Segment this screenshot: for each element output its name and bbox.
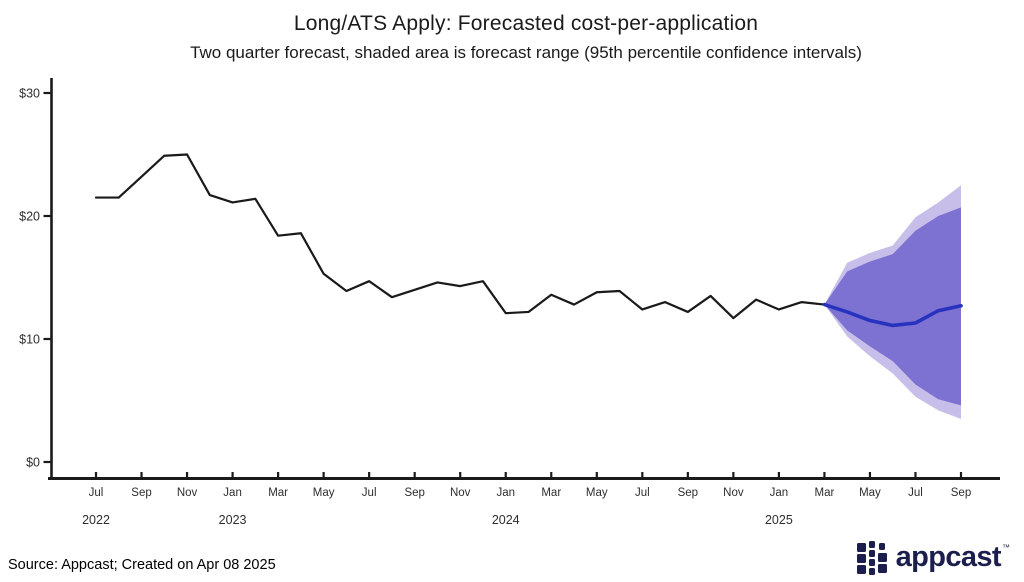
x-axis-label: Sep: [404, 487, 424, 499]
x-axis-label: Mar: [268, 487, 288, 499]
logo-grid-square: [856, 543, 866, 552]
x-axis-label: Mar: [541, 487, 561, 499]
historical-line: [94, 153, 826, 320]
chart-subtitle: Two quarter forecast, shaded area is for…: [190, 43, 862, 62]
x-axis-label: Jul: [362, 487, 377, 499]
logo-grid-square: [856, 565, 866, 574]
x-axis-label: May: [859, 487, 881, 499]
chart-canvas: $0 $10 $20 $30 Jul Sep Nov Jan Mar May Jul Sep Nov Ja…: [19, 78, 1000, 527]
logo-grid-square: [856, 554, 866, 563]
logo-grid-square: [868, 559, 876, 566]
logo-grid-square: [868, 541, 876, 548]
x-axis-label: Jul: [89, 487, 104, 499]
logo-grid-square: [878, 543, 886, 550]
x-axis-label: Nov: [177, 487, 198, 499]
x-axis-label: Jul: [908, 487, 923, 499]
chart-header: Long/ATS Apply: Forecasted cost-per-appl…: [28, 12, 1024, 63]
forecast-line: [822, 302, 963, 328]
x-axis-label: Nov: [450, 487, 471, 499]
x-axis-label: Jan: [496, 487, 515, 499]
y-axis-label: $10: [19, 333, 40, 347]
x-axis-year-label: 2025: [765, 513, 793, 527]
appcast-logo-wordmark: appcast: [895, 541, 1002, 573]
logo-grid-square: [868, 550, 876, 557]
y-axis-label: $0: [26, 456, 40, 470]
x-axis-label: Jan: [770, 487, 789, 499]
trademark-symbol: ™: [1002, 543, 1010, 552]
forecast-inner-band: [824, 207, 961, 406]
logo-grid-square: [877, 564, 887, 573]
logo-grid-square: [877, 553, 887, 562]
x-axis-label: Nov: [723, 487, 744, 499]
y-axis-label: $20: [19, 210, 40, 224]
x-axis-label: Jan: [223, 487, 242, 499]
x-axis-year-label: 2022: [82, 513, 110, 527]
x-axis-label: Sep: [678, 487, 698, 499]
appcast-logo-icon: [856, 540, 889, 577]
logo-grid-square: [868, 568, 876, 575]
appcast-logo: appcast ™: [856, 539, 1010, 577]
x-axis-year-label: 2024: [492, 513, 520, 527]
x-axis-label: Sep: [131, 487, 151, 499]
chart-title: Long/ATS Apply: Forecasted cost-per-appl…: [293, 12, 759, 35]
x-axis-label: Jul: [635, 487, 650, 499]
x-axis-year-label: 2023: [219, 513, 247, 527]
y-axis-label: $30: [19, 87, 40, 101]
x-axis-label: Mar: [815, 487, 835, 499]
x-axis-label: May: [313, 487, 335, 499]
x-axis-label: May: [586, 487, 608, 499]
x-axis-label: Sep: [951, 487, 971, 499]
source-note: Source: Appcast; Created on Apr 08 2025: [8, 557, 276, 573]
